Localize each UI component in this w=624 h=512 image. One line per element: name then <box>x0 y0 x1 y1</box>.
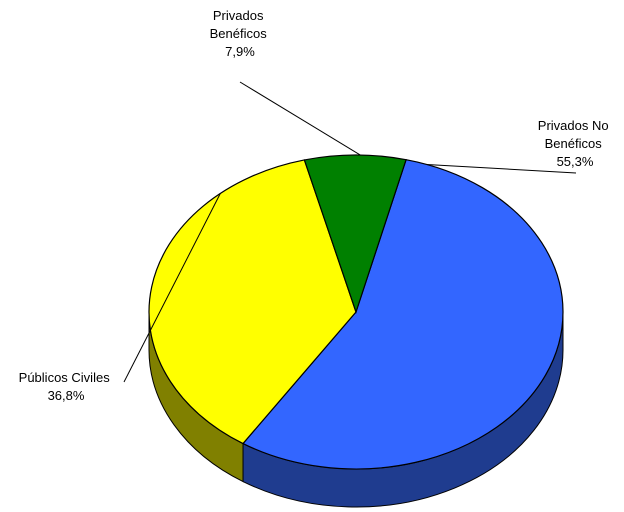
label-privados-beneficos: Privados Benéficos 7,9% <box>210 8 271 59</box>
leader-line-1 <box>123 193 221 383</box>
label-publicos-civiles: Públicos Civiles 36,8% <box>19 370 114 403</box>
pie-slice-2 <box>303 154 407 314</box>
pie-slice-0 <box>242 158 564 470</box>
leader-lines <box>123 81 577 383</box>
leader-line-2 <box>239 81 361 156</box>
pie-slices <box>148 154 564 470</box>
label-privados-no-beneficos: Privados No Benéficos 55,3% <box>538 118 612 169</box>
leader-line-0 <box>426 163 577 174</box>
